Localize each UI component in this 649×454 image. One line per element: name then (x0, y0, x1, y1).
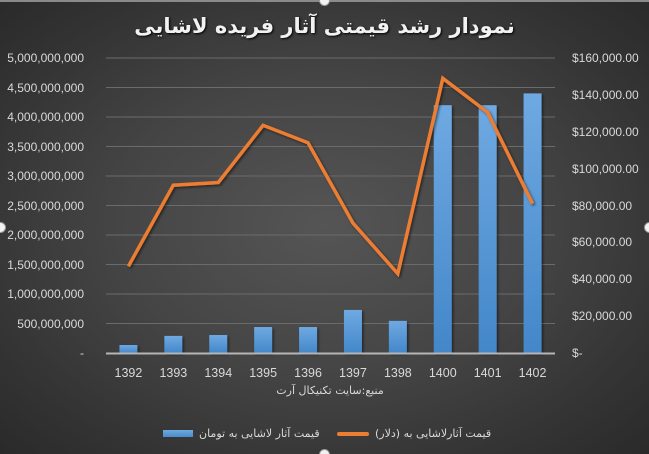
legend-bar-swatch (163, 430, 193, 437)
y-left-tick-label: 3,500,000,000 (7, 139, 84, 154)
bar-1402[interactable] (523, 93, 542, 354)
y-right-tick-label: $120,000.00 (572, 124, 639, 139)
x-tick-label: 1400 (428, 366, 457, 380)
legend-line-swatch (337, 431, 369, 436)
y-right-tick-label: $- (572, 346, 583, 360)
y-left-tick-label: 500,000,000 (17, 316, 84, 331)
y-right-tick-label: $140,000.00 (572, 87, 639, 102)
y-left-tick-label: 1,000,000,000 (7, 287, 84, 301)
y-left-tick-label: 3,000,000,000 (7, 169, 84, 183)
x-tick-label: 1395 (249, 366, 278, 380)
y-left-tick-label: 2,500,000,000 (7, 198, 84, 213)
bar-1401[interactable] (478, 105, 497, 353)
y-left-tick-label: 5,000,000,000 (7, 51, 84, 65)
x-tick-label: 1397 (339, 366, 367, 380)
bar-1392[interactable] (119, 345, 138, 353)
bar-1393[interactable] (164, 335, 183, 353)
bar-1400[interactable] (433, 105, 452, 353)
legend-line-label: قیمت آثارلاشایی به (دلار) (375, 427, 492, 440)
y-right-tick-label: $20,000.00 (572, 309, 633, 324)
bar-1398[interactable] (388, 320, 407, 353)
x-tick-label: 1402 (518, 366, 547, 380)
bar-series (119, 93, 542, 354)
legend-bar-label: قیمت آثار لاشایی به تومان (199, 427, 320, 440)
y-left-tick-label: 4,000,000,000 (7, 110, 84, 124)
y-right-tick-label: $80,000.00 (572, 198, 633, 213)
y-left-tick-label: 2,000,000,000 (7, 228, 84, 242)
bar-1394[interactable] (209, 335, 228, 353)
bar-1395[interactable] (254, 327, 273, 353)
x-tick-label: 1392 (114, 366, 143, 380)
y-left-tick-label: 4,500,000,000 (7, 80, 84, 95)
legend-item-bar[interactable]: قیمت آثار لاشایی به تومان (163, 427, 320, 440)
x-tick-label: 1396 (294, 366, 322, 380)
y-right-tick-label: $100,000.00 (572, 161, 639, 176)
y-right-tick-label: $60,000.00 (572, 235, 633, 250)
y-left-tick-label: - (80, 346, 84, 360)
legend-item-line[interactable]: قیمت آثارلاشایی به (دلار) (337, 427, 491, 440)
line-series (126, 75, 535, 278)
x-tick-label: 1401 (473, 366, 502, 380)
x-tick-label: 1393 (159, 366, 188, 380)
resize-handle-right[interactable] (644, 222, 649, 233)
y-left-tick-label: 1,500,000,000 (7, 257, 84, 272)
x-tick-label: 1398 (383, 366, 412, 380)
chart-title: نمودار رشد قیمتی آثار فریده لاشایی (134, 14, 515, 38)
source-caption: منبع:سایت تکنیکال آرت (276, 384, 384, 397)
y-right-tick-label: $160,000.00 (572, 51, 639, 65)
x-tick-label: 1394 (204, 366, 233, 380)
y-right-tick-label: $40,000.00 (572, 272, 633, 287)
bar-1396[interactable] (299, 327, 318, 353)
bar-1397[interactable] (343, 309, 362, 353)
resize-handle-bottom[interactable] (319, 449, 330, 454)
